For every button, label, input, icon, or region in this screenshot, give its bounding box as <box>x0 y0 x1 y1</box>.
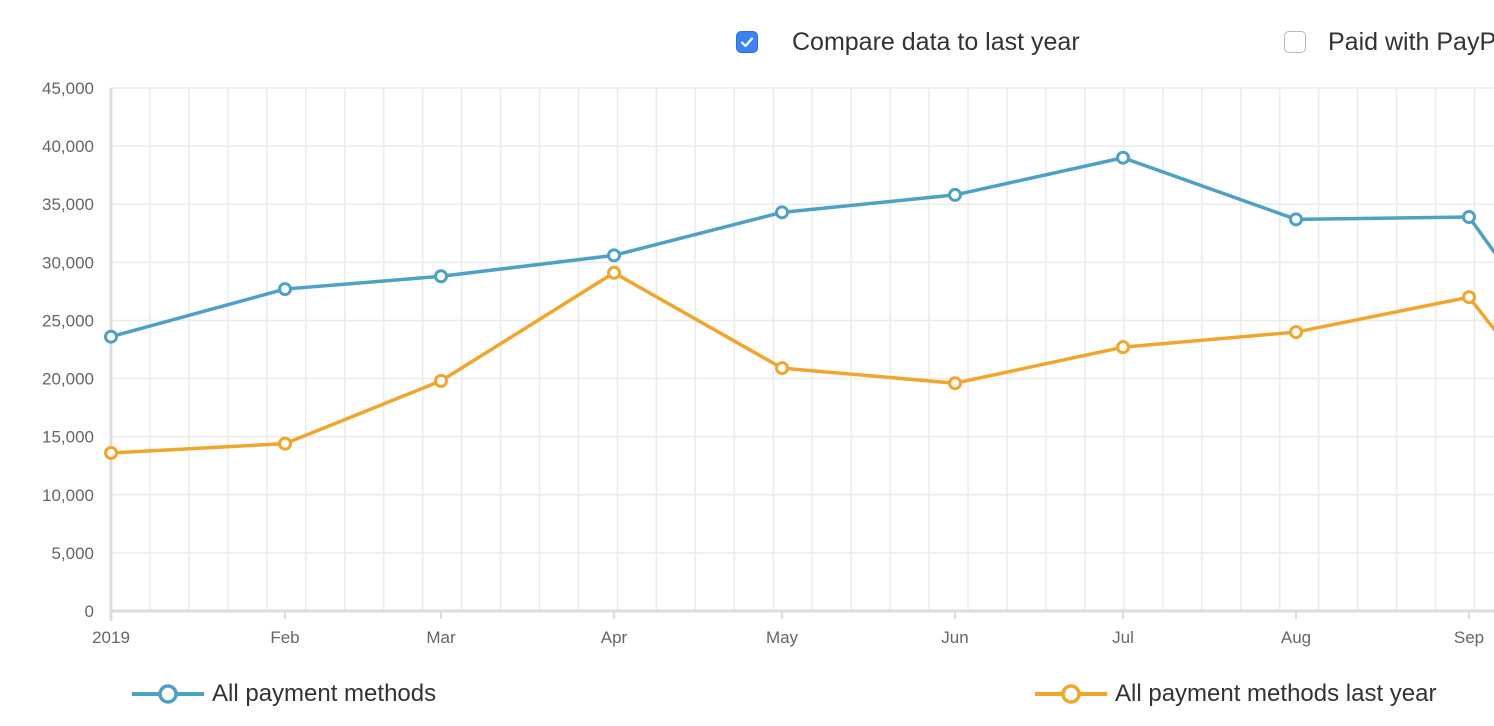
data-point-last-year[interactable] <box>775 361 789 376</box>
data-point-last-year[interactable] <box>278 436 292 451</box>
compare-last-year-label[interactable]: Compare data to last year <box>792 27 1080 56</box>
data-point-last-year[interactable] <box>1462 290 1476 305</box>
y-tick-label: 5,000 <box>51 544 94 563</box>
chart-axes: 0 5,000 10,000 15,000 20,000 25,000 30,000 35,0… <box>42 79 1484 647</box>
x-tick-label: Sep <box>1454 628 1484 647</box>
data-point-current[interactable] <box>434 269 448 284</box>
chart-grid <box>111 87 1494 613</box>
y-tick-label: 30,000 <box>42 253 94 272</box>
data-point-last-year[interactable] <box>104 445 118 460</box>
legend-label-last-year: All payment methods last year <box>1115 680 1437 707</box>
chart-series <box>104 150 1494 460</box>
y-tick-label: 35,000 <box>42 195 94 214</box>
paypal-filter-checkbox[interactable] <box>1284 31 1306 53</box>
series-line-last-year <box>110 271 1494 455</box>
legend-item-all-payment-methods[interactable]: All payment methods <box>132 672 436 716</box>
data-point-current[interactable] <box>104 329 118 344</box>
data-point-last-year[interactable] <box>1116 340 1130 355</box>
data-point-current[interactable] <box>775 205 789 220</box>
x-tick-label: Apr <box>601 628 628 647</box>
paypal-filter-label[interactable]: Paid with PayPal <box>1328 27 1494 56</box>
x-tick-label: Feb <box>270 628 299 647</box>
legend-swatch-last-year-icon <box>1035 684 1107 704</box>
x-tick-label: Jun <box>941 628 968 647</box>
x-tick-label: Aug <box>1281 628 1311 647</box>
x-tick-label: Mar <box>426 628 456 647</box>
series-line-current <box>110 155 1494 339</box>
y-tick-label: 40,000 <box>42 137 94 156</box>
legend-item-last-year[interactable]: All payment methods last year <box>1035 672 1436 716</box>
compare-last-year-checkbox[interactable] <box>736 31 758 53</box>
y-tick-label: 0 <box>85 602 94 621</box>
paypal-filter-toggle[interactable]: Paid with PayPal <box>1284 24 1494 60</box>
x-tick-label: 2019 <box>92 628 130 647</box>
chart-controls: Compare data to last year Paid with PayP… <box>0 24 1494 60</box>
x-tick-label: May <box>766 628 799 647</box>
data-point-last-year[interactable] <box>948 376 962 391</box>
line-chart: 0 5,000 10,000 15,000 20,000 25,000 30,000 35,0… <box>42 79 1494 647</box>
data-point-last-year[interactable] <box>1289 325 1303 340</box>
data-point-current[interactable] <box>1116 150 1130 165</box>
y-tick-label: 10,000 <box>42 486 94 505</box>
y-tick-label: 20,000 <box>42 370 94 389</box>
legend-label-current: All payment methods <box>212 680 437 707</box>
legend-swatch-current-icon <box>132 684 204 704</box>
data-point-current[interactable] <box>607 248 621 263</box>
data-point-last-year[interactable] <box>607 265 621 280</box>
data-point-current[interactable] <box>948 187 962 202</box>
x-tick-label: Jul <box>1112 628 1134 647</box>
y-tick-label: 45,000 <box>42 79 94 98</box>
y-tick-label: 25,000 <box>42 311 94 330</box>
data-point-current[interactable] <box>1289 212 1303 227</box>
compare-last-year-toggle[interactable]: Compare data to last year <box>736 24 1080 60</box>
y-tick-label: 15,000 <box>42 428 94 447</box>
chart-legend: All payment methods All payment methods … <box>0 672 1494 716</box>
data-point-current[interactable] <box>1462 210 1476 225</box>
checkmark-icon <box>740 37 754 48</box>
data-point-current[interactable] <box>278 282 292 297</box>
data-point-last-year[interactable] <box>434 373 448 388</box>
